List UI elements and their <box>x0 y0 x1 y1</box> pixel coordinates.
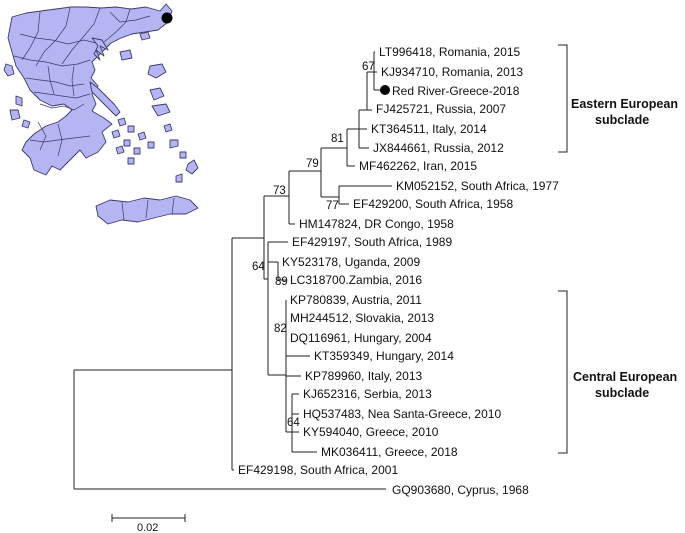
leaf-label: KT364511, Italy, 2014 <box>371 122 487 136</box>
bootstrap-value: 81 <box>331 133 344 145</box>
leaf-label: KY594040, Greece, 2010 <box>303 425 439 439</box>
bootstrap-value: 67 <box>362 61 375 73</box>
leaf-label: MF462262, Iran, 2015 <box>359 159 477 173</box>
leaf-label: HQ537483, Nea Santa-Greece, 2010 <box>303 407 501 421</box>
leaf-label: KJ934710, Romania, 2013 <box>381 65 523 79</box>
leaf-label: EF429197, South Africa, 1989 <box>292 235 452 249</box>
scale-bar: 0.02 <box>111 514 186 533</box>
leaf-label: DQ116961, Hungary, 2004 <box>290 331 432 345</box>
leaf-label: HM147824, DR Congo, 1958 <box>299 217 454 231</box>
eastern-clade-label-line1: Eastern European <box>571 97 678 111</box>
leaf-label: LT996418, Romania, 2015 <box>379 45 521 59</box>
leaf-label: KY523178, Uganda, 2009 <box>282 255 420 269</box>
leaf-label: KP789960, Italy, 2013 <box>305 369 423 383</box>
bootstrap-value: 64 <box>252 261 265 273</box>
sampling-site-marker <box>161 12 173 24</box>
bootstrap-value: 64 <box>287 417 300 429</box>
leaf-label: GQ903680, Cyprus, 1968 <box>392 483 529 497</box>
leaf-label: JX844661, Russia, 2012 <box>373 141 504 155</box>
leaf-label: EF429198, South Africa, 2001 <box>238 463 398 477</box>
red-river-greece-marker <box>380 85 390 95</box>
bootstrap-value: 82 <box>274 323 287 335</box>
central-clade-label-line1: Central European <box>573 370 677 384</box>
bootstrap-value: 89 <box>275 276 288 288</box>
bootstrap-value: 79 <box>306 158 319 170</box>
leaf-label: EF429200, South Africa, 1958 <box>353 197 513 211</box>
leaf-label: Red River-Greece-2018 <box>392 84 520 98</box>
scale-bar-label: 0.02 <box>137 522 158 533</box>
leaf-label: FJ425721, Russia, 2007 <box>376 102 506 116</box>
greece-map <box>3 3 199 225</box>
leaf-label: MK036411, Greece, 2018 <box>321 445 458 459</box>
eastern-clade-label-line2: subclade <box>595 113 649 127</box>
central-clade-label-line2: subclade <box>595 386 649 400</box>
leaf-labels: LT996418, Romania, 2015 KJ934710, Romani… <box>238 45 559 497</box>
bootstrap-value: 73 <box>273 185 286 197</box>
leaf-label: LC318700.Zambia, 2016 <box>290 273 422 287</box>
bootstrap-values: 67 81 79 73 77 64 89 82 64 <box>252 61 375 429</box>
euboea-island <box>89 81 121 117</box>
eastern-european-bracket: Eastern European subclade <box>558 44 678 153</box>
leaf-label: KJ652316, Serbia, 2013 <box>303 387 432 401</box>
leaf-label: KP780839, Austria, 2011 <box>290 293 422 307</box>
leaf-label: KM052152, South Africa, 1977 <box>396 179 559 193</box>
tree-branches <box>73 51 392 490</box>
bootstrap-value: 77 <box>326 200 339 212</box>
phylogenetic-tree: LT996418, Romania, 2015 KJ934710, Romani… <box>73 45 559 497</box>
greece-mainland <box>7 3 173 176</box>
leaf-label: MH244512, Slovakia, 2013 <box>290 311 434 325</box>
central-european-bracket: Central European subclade <box>558 290 677 454</box>
leaf-label: KT359349, Hungary, 2014 <box>314 349 454 363</box>
